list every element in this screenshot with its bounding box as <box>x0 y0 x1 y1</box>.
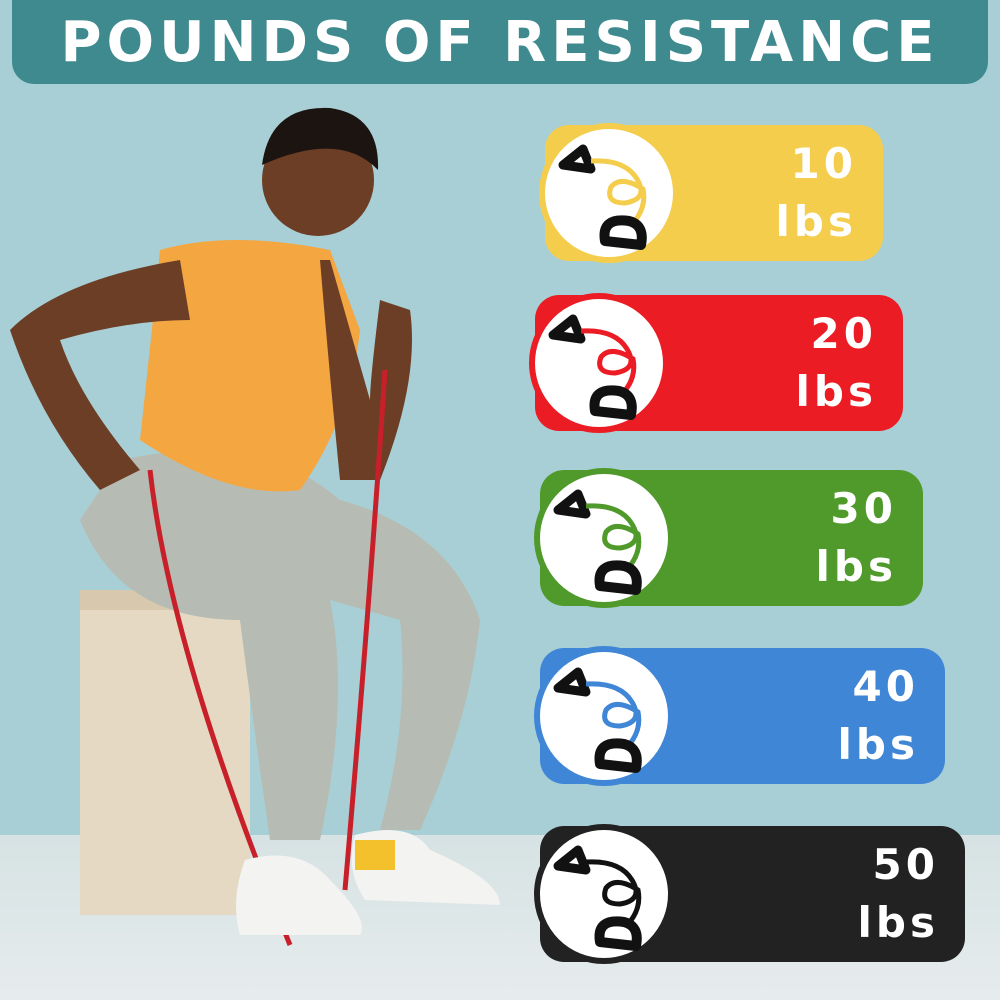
band-badge-30lbs: 30 lbs <box>534 468 923 608</box>
band-weight-value: 10 <box>790 139 857 188</box>
torso <box>140 240 360 492</box>
band-weight-unit: lbs <box>857 898 939 947</box>
arm-left <box>10 260 190 490</box>
header-banner: POUNDS OF RESISTANCE <box>12 0 988 84</box>
band-badge-50lbs: 50 lbs <box>534 824 965 964</box>
band-badge-20lbs: 20 lbs <box>529 293 903 433</box>
band-weight-unit: lbs <box>837 720 919 769</box>
band-weight-unit: lbs <box>815 542 897 591</box>
resistance-band-icon <box>534 468 674 608</box>
woman-exercising-photo <box>10 107 500 946</box>
band-weight-value: 50 <box>872 840 939 889</box>
resistance-band-icon <box>539 123 679 263</box>
resistance-band-icon <box>529 293 669 433</box>
header-title: POUNDS OF RESISTANCE <box>60 9 940 75</box>
band-weight-value: 20 <box>810 309 877 358</box>
band-weight-unit: lbs <box>795 367 877 416</box>
band-weight-value: 40 <box>852 662 919 711</box>
band-right <box>342 369 388 891</box>
band-weight-value: 30 <box>830 484 897 533</box>
resistance-band-icon <box>534 824 674 964</box>
band-badge-40lbs: 40 lbs <box>534 646 945 786</box>
band-badge-10lbs: 10 lbs <box>539 123 883 263</box>
shoe-left <box>236 855 362 935</box>
legs <box>80 451 480 840</box>
arm-right <box>320 260 412 480</box>
wooden-box <box>80 590 250 915</box>
resistance-band-icon <box>534 646 674 786</box>
band-weight-unit: lbs <box>775 197 857 246</box>
